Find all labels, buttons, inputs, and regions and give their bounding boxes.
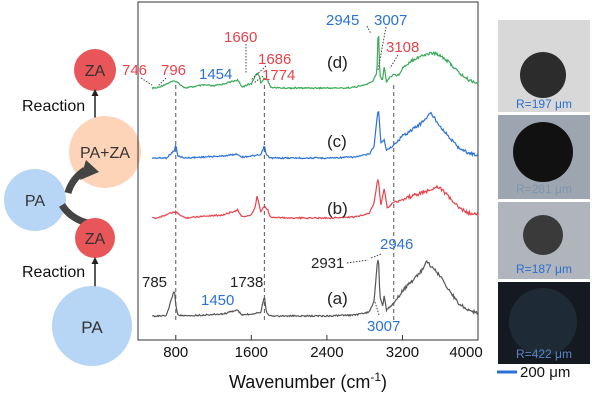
- peak-label-785: 785: [142, 274, 167, 291]
- x-axis-ticks: 800 1600 2400 3200 4000: [163, 335, 483, 361]
- x-tick-label-4000: 4000: [449, 344, 482, 361]
- micrograph-panels: R=197 μm R=281 μm R=187 μm R=422 μm 200 …: [497, 20, 590, 381]
- spectra-chart: 800 1600 2400 3200 4000 (d) (c) (b) (a) 746 …: [122, 1, 483, 392]
- arrowhead-curve-icon: [80, 160, 99, 180]
- droplet-4: [509, 288, 577, 356]
- peak-label-1774: 1774: [262, 67, 295, 84]
- peak-label-3007-top: 3007: [374, 12, 407, 29]
- peak-label-1738: 1738: [230, 274, 263, 291]
- curved-arrow-down: [59, 203, 89, 227]
- series-label-c: (c): [327, 132, 347, 151]
- node-pa-bottom-label: PA: [81, 318, 103, 337]
- series-label-b: (b): [327, 199, 348, 218]
- reaction-label-top: Reaction: [22, 98, 85, 115]
- droplet-1: [520, 52, 566, 98]
- x-tick-label-3200: 3200: [386, 344, 419, 361]
- x-tick-label-1600: 1600: [235, 344, 268, 361]
- arrowhead-bottom-icon: [91, 257, 99, 264]
- series-line-a: [152, 259, 479, 318]
- node-za-bottom-label: ZA: [85, 231, 106, 248]
- series-line-c: [151, 110, 479, 160]
- node-pa-mid: [4, 169, 66, 231]
- peak-label-2946: 2946: [380, 236, 413, 253]
- plot-frame: [137, 1, 479, 341]
- peak-label-1450: 1450: [201, 292, 234, 309]
- node-za-top: [74, 49, 116, 91]
- node-pa-za-label: PA+ZA: [80, 145, 130, 162]
- micrograph-2: R=281 μm: [498, 115, 590, 199]
- peak-label-2945: 2945: [326, 12, 359, 29]
- peak-label-746: 746: [122, 62, 147, 79]
- node-pa-bottom: [52, 286, 132, 366]
- x-axis-label: Wavenumber (cm-1): [229, 370, 387, 392]
- droplet-3: [523, 215, 563, 255]
- micrograph-3-label: R=187 μm: [516, 262, 572, 276]
- series-label-d: (d): [327, 53, 348, 72]
- arrowhead-top-icon: [91, 89, 99, 96]
- scale-bar-label: 200 μm: [520, 364, 570, 381]
- reaction-diagram: ZA Reaction PA+ZA PA ZA Reaction PA: [4, 49, 141, 366]
- series-layer: [151, 36, 479, 318]
- x-tick-label-2400: 2400: [310, 344, 343, 361]
- peak-label-796: 796: [161, 62, 186, 79]
- reaction-label-bottom: Reaction: [22, 264, 85, 281]
- peak-label-3007-bottom: 3007: [367, 318, 400, 335]
- peak-label-2931: 2931: [311, 255, 344, 272]
- micrograph-4-label: R=422 μm: [516, 347, 572, 361]
- peak-label-1454: 1454: [199, 66, 232, 83]
- peak-label-3108: 3108: [386, 39, 419, 56]
- series-label-a: (a): [327, 289, 348, 308]
- leader-lines: [140, 25, 399, 316]
- node-pa-mid-label: PA: [25, 193, 45, 210]
- micrograph-3: R=187 μm: [498, 202, 590, 279]
- micrograph-4: R=422 μm: [498, 282, 590, 364]
- micrograph-2-label: R=281 μm: [516, 182, 572, 196]
- node-za-bottom: [75, 218, 115, 258]
- dashed-guides: [175, 85, 395, 320]
- x-tick-label-800: 800: [163, 344, 188, 361]
- series-line-d: [151, 36, 479, 90]
- peak-label-1660: 1660: [224, 29, 257, 46]
- micrograph-1: R=197 μm: [498, 20, 590, 112]
- micrograph-1-label: R=197 μm: [516, 97, 572, 111]
- series-line-b: [152, 178, 479, 220]
- node-za-top-label: ZA: [85, 63, 106, 80]
- peak-label-1686: 1686: [258, 51, 291, 68]
- droplet-2: [513, 122, 573, 182]
